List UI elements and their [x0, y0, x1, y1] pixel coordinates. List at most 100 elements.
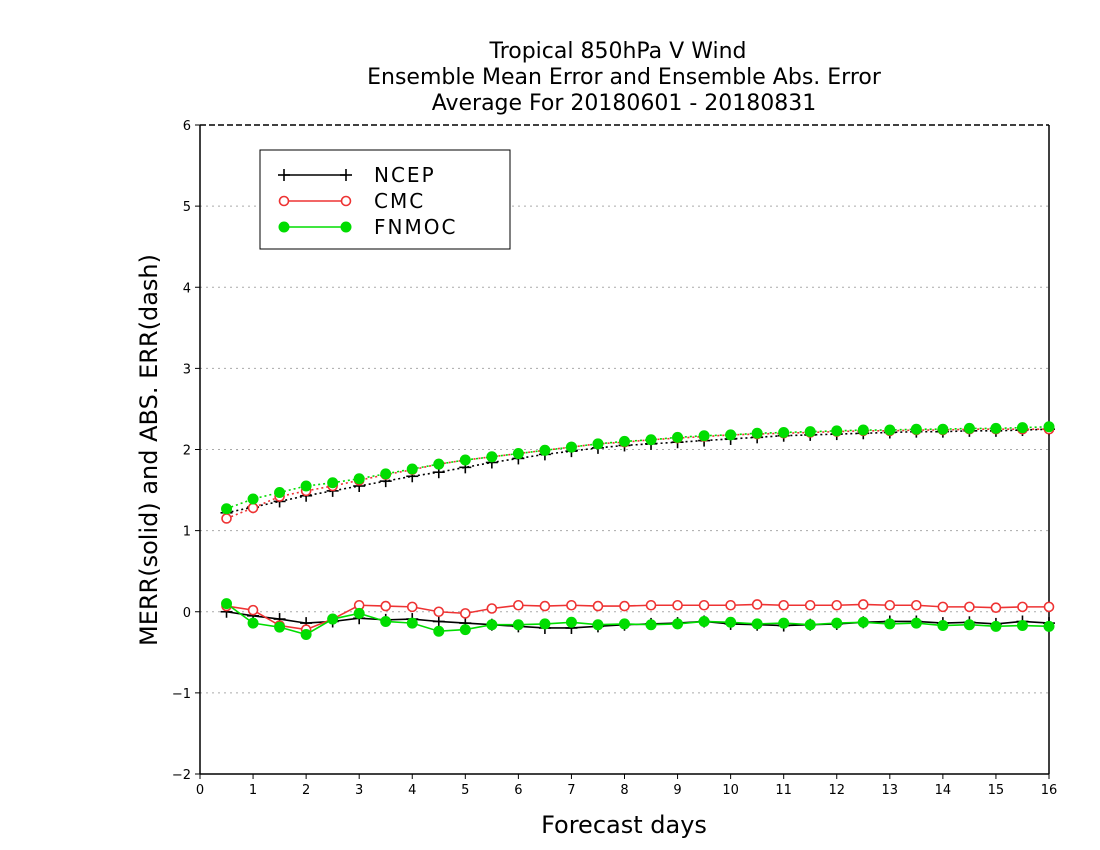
point-fnmoc-merr: [857, 616, 869, 628]
x-tick-label: 1: [249, 783, 257, 798]
point-fnmoc-abs-err: [512, 448, 524, 460]
point-cmc-abs-err: [247, 502, 259, 514]
point-fnmoc-merr: [778, 617, 790, 629]
x-tick-label: 9: [673, 783, 681, 798]
point-fnmoc-merr: [751, 618, 763, 630]
point-fnmoc-abs-err: [247, 493, 259, 505]
chart-title-line-1: Tropical 850hPa V Wind: [488, 39, 746, 64]
point-fnmoc-abs-err: [353, 473, 365, 485]
point-cmc-merr: [619, 600, 630, 612]
series-line-ncep-merr: [226, 610, 1050, 629]
point-fnmoc-abs-err: [539, 444, 551, 456]
point-fnmoc-abs-err: [672, 431, 684, 443]
legend-box: [259, 149, 511, 250]
point-fnmoc-merr: [698, 615, 710, 627]
point-fnmoc-merr: [592, 619, 604, 631]
point-fnmoc-merr: [1043, 620, 1055, 632]
point-fnmoc-merr: [804, 619, 816, 631]
point-fnmoc-abs-err: [857, 424, 869, 436]
point-fnmoc-abs-err: [831, 425, 843, 437]
point-fnmoc-merr: [672, 618, 684, 630]
point-cmc-merr: [778, 599, 789, 611]
legend-label-cmc: CMC: [374, 189, 425, 213]
series-line-cmc-merr: [226, 603, 1049, 631]
point-fnmoc-merr: [884, 618, 896, 630]
point-fnmoc-abs-err: [619, 435, 630, 447]
point-fnmoc-merr: [406, 617, 418, 629]
point-cmc-merr: [1017, 601, 1028, 613]
x-tick-label: 7: [567, 783, 575, 798]
x-tick-label: 16: [1041, 783, 1058, 798]
point-fnmoc-abs-err: [990, 422, 1002, 434]
point-fnmoc-merr: [486, 619, 498, 631]
point-cmc-merr: [672, 599, 683, 611]
series-fnmoc: [221, 421, 1055, 640]
y-tick-label: 1: [183, 525, 191, 540]
point-fnmoc-abs-err: [884, 424, 896, 436]
point-fnmoc-merr: [221, 598, 233, 610]
point-fnmoc-abs-err: [327, 477, 339, 489]
series-line-fnmoc-abs-err: [226, 425, 1050, 510]
point-fnmoc-abs-err: [937, 423, 949, 435]
point-cmc-merr: [380, 600, 392, 612]
point-fnmoc-abs-err: [1016, 422, 1028, 434]
x-tick-label: 6: [514, 783, 522, 798]
point-cmc-merr: [433, 606, 445, 618]
point-cmc-merr: [884, 599, 896, 611]
x-tick-label: 4: [408, 783, 416, 798]
point-fnmoc-merr: [327, 613, 339, 625]
y-tick-label: −1: [172, 687, 191, 702]
x-tick-label: 10: [722, 783, 739, 798]
point-fnmoc-abs-err: [406, 463, 418, 475]
point-cmc-merr: [539, 600, 551, 612]
point-fnmoc-abs-err: [433, 458, 445, 470]
x-tick-label: 15: [988, 783, 1005, 798]
point-fnmoc-abs-err: [645, 434, 657, 446]
point-fnmoc-merr: [539, 618, 551, 630]
chart-title-line-3: Average For 20180601 - 20180831: [432, 91, 817, 116]
point-cmc-merr: [831, 599, 843, 611]
point-cmc-merr: [725, 599, 736, 611]
point-fnmoc-abs-err: [380, 468, 392, 480]
point-fnmoc-merr: [565, 616, 577, 628]
point-cmc-merr: [486, 603, 498, 614]
legend-label-fnmoc: FNMOC: [374, 215, 457, 239]
point-fnmoc-abs-err: [698, 430, 710, 442]
point-cmc-merr: [937, 601, 949, 613]
point-cmc-merr: [592, 600, 604, 612]
y-axis-label: MERR(solid) and ABS. ERR(dash): [135, 254, 163, 646]
legend-marker-end-cmc: [340, 195, 352, 207]
point-fnmoc-merr: [433, 625, 445, 637]
series-layer: [220, 421, 1055, 640]
point-fnmoc-merr: [247, 617, 259, 629]
legend-marker-start-ncep: [278, 169, 290, 181]
point-cmc-merr: [698, 599, 710, 611]
point-fnmoc-abs-err: [486, 451, 498, 463]
x-axis-label: Forecast days: [541, 811, 707, 839]
point-fnmoc-merr: [990, 620, 1002, 632]
point-cmc-merr: [566, 599, 577, 611]
point-fnmoc-abs-err: [565, 441, 577, 453]
point-fnmoc-abs-err: [459, 454, 471, 466]
point-fnmoc-abs-err: [751, 427, 763, 439]
x-tick-label: 14: [935, 783, 952, 798]
point-fnmoc-abs-err: [963, 422, 975, 434]
point-fnmoc-merr: [1016, 620, 1028, 632]
point-cmc-merr: [990, 602, 1002, 613]
point-cmc-merr: [406, 601, 418, 613]
point-cmc-merr: [751, 599, 763, 610]
y-tick-label: 0: [183, 606, 191, 621]
x-tick-label: 5: [461, 783, 469, 798]
x-tick-label: 13: [882, 783, 899, 798]
point-ncep-merr: [432, 615, 445, 628]
point-fnmoc-abs-err: [1043, 421, 1055, 433]
point-fnmoc-abs-err: [910, 423, 922, 435]
y-tick-label: 4: [183, 281, 191, 296]
point-fnmoc-merr: [645, 619, 657, 631]
point-cmc-merr: [857, 599, 869, 610]
point-fnmoc-merr: [910, 617, 922, 629]
point-cmc-merr: [513, 599, 524, 611]
